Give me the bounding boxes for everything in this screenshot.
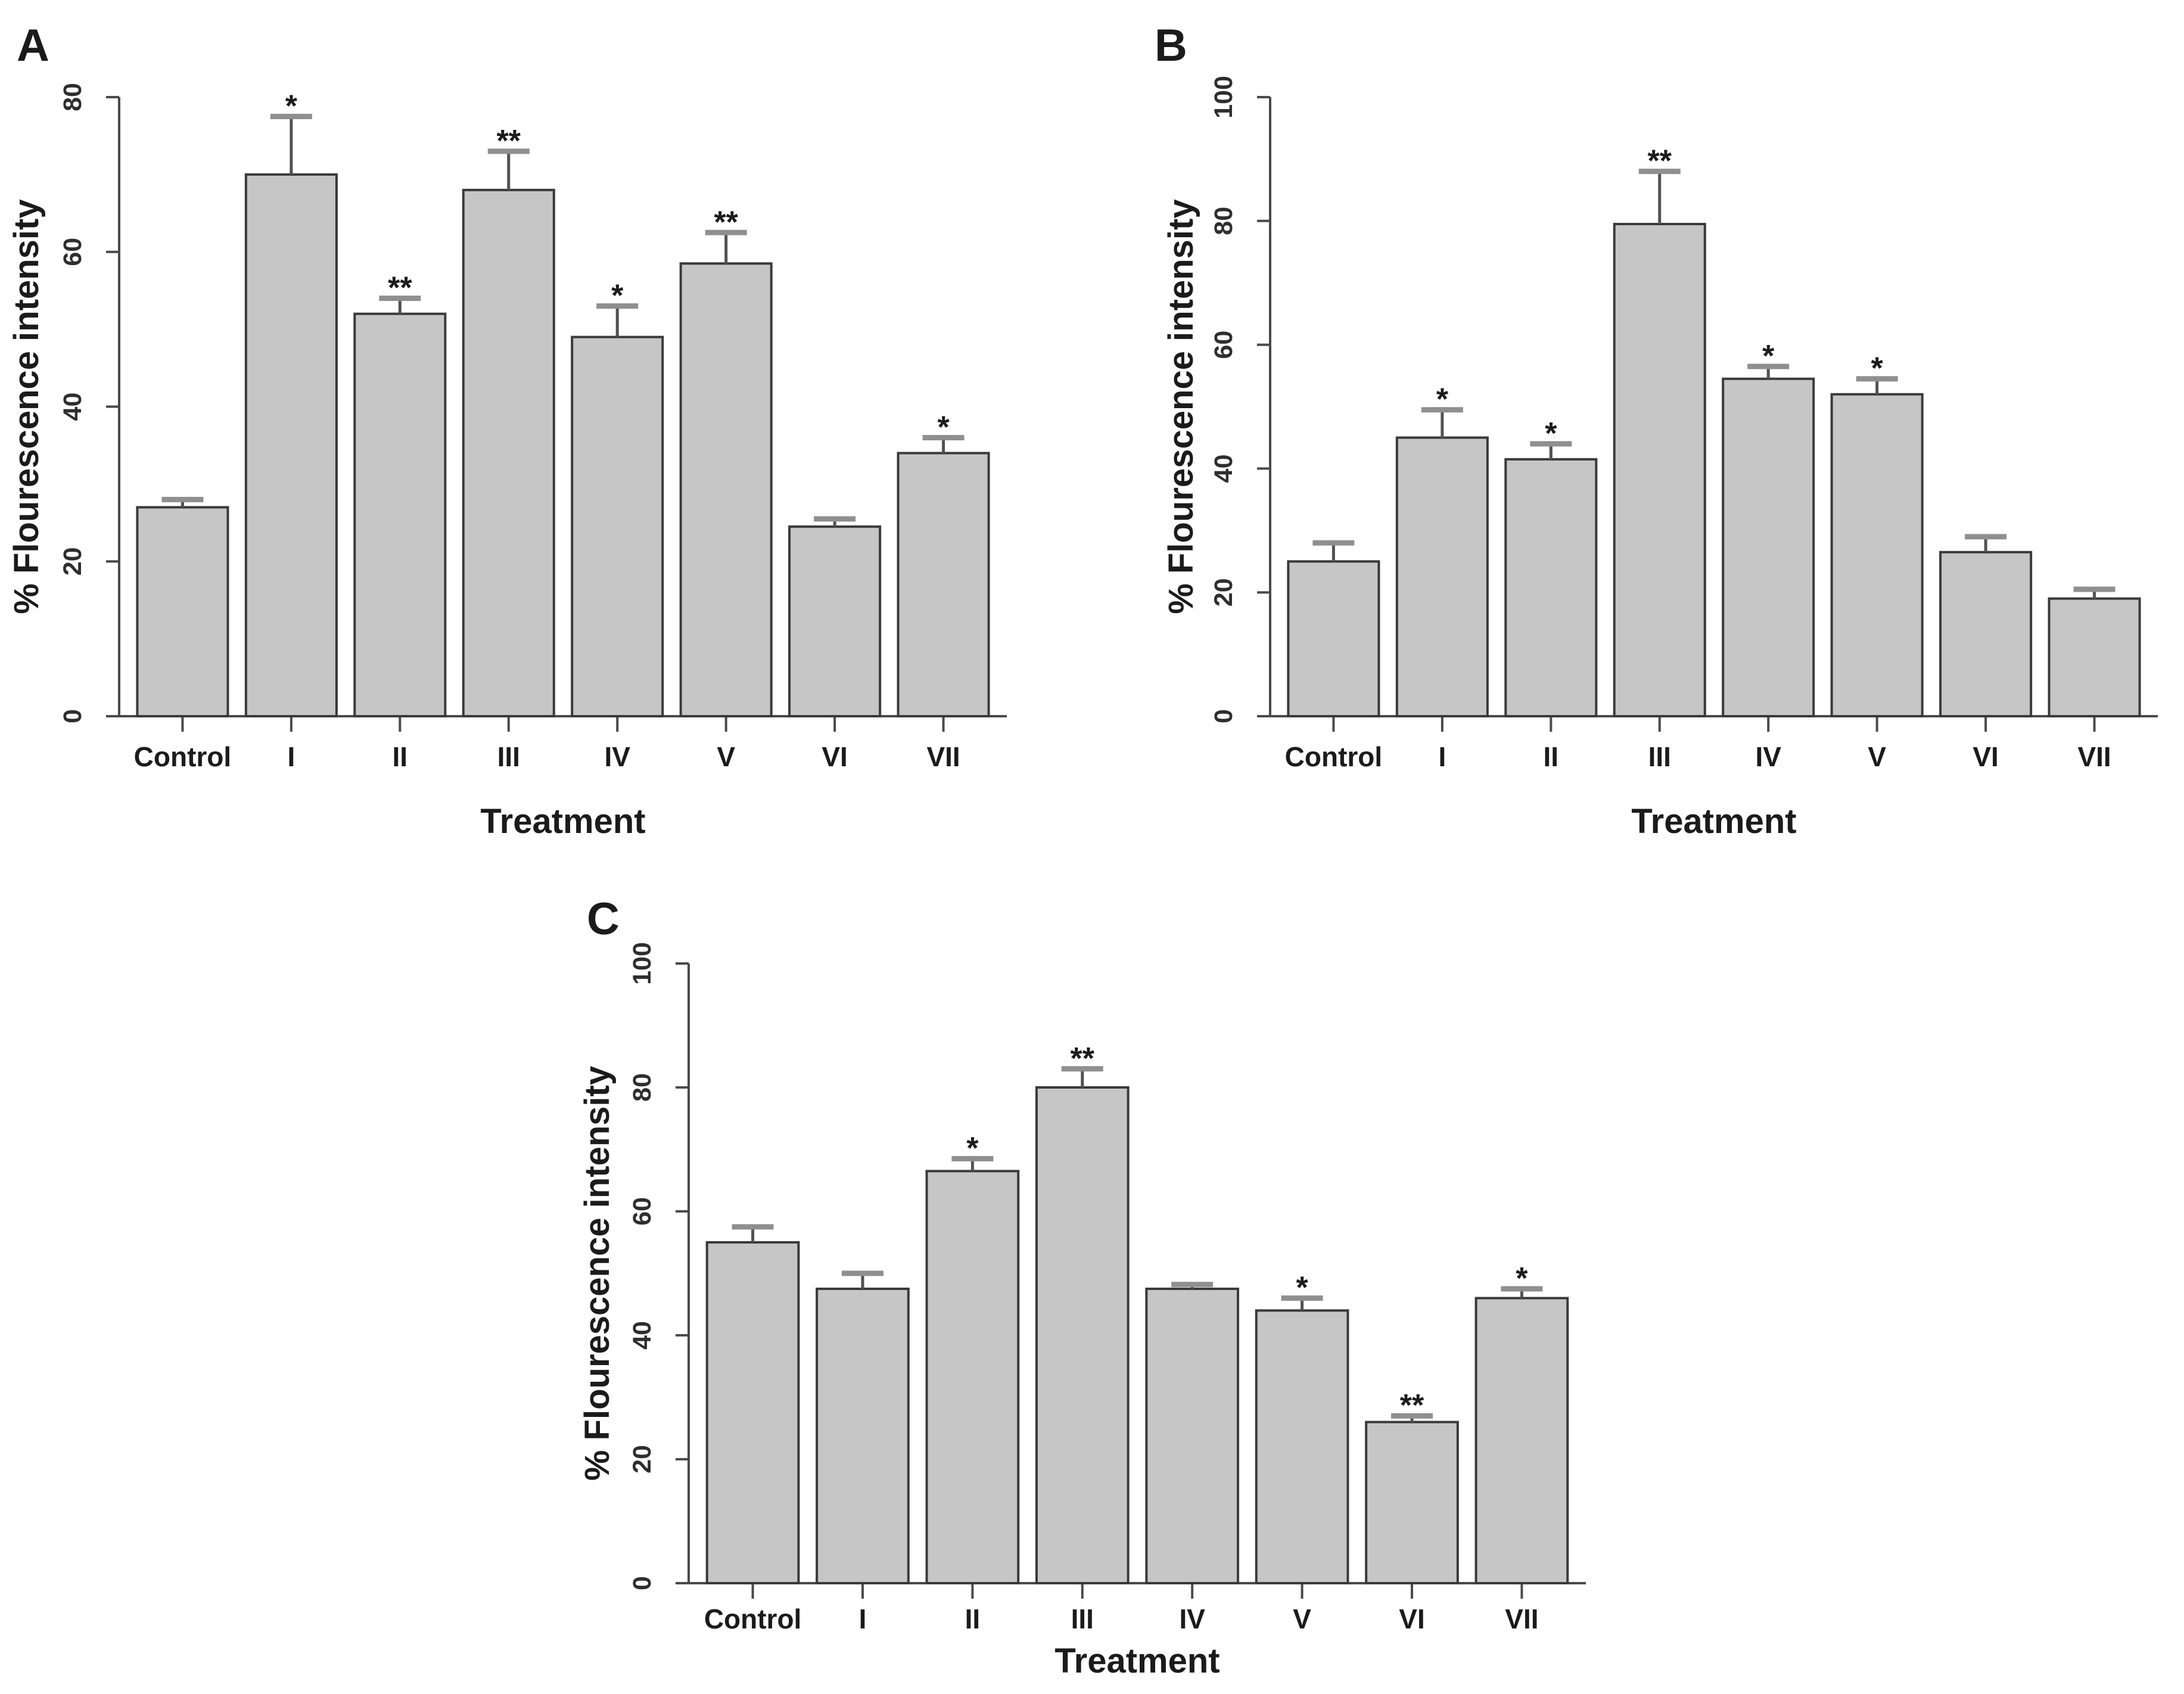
x-axis-title: Treatment — [1054, 1642, 1219, 1680]
significance-marker: * — [1545, 416, 1557, 451]
x-category-label: II — [1544, 741, 1559, 772]
bar — [679, 262, 773, 717]
bar — [925, 1170, 1020, 1584]
y-tick-label: 60 — [58, 238, 87, 266]
x-category-label: IV — [1179, 1603, 1205, 1634]
y-tick-label: 80 — [1209, 207, 1238, 235]
y-tick-label: 100 — [1209, 76, 1238, 119]
y-tick-label: 20 — [1209, 578, 1238, 607]
x-category-label: VI — [822, 741, 847, 772]
y-tick-label: 0 — [628, 1576, 657, 1590]
significance-marker: ** — [714, 205, 738, 240]
x-category-label: II — [393, 741, 408, 772]
bar — [1365, 1421, 1459, 1585]
bar — [1395, 436, 1489, 717]
x-category-label: III — [1071, 1603, 1094, 1634]
x-category-label: III — [1648, 741, 1671, 772]
bar — [2048, 597, 2141, 718]
panel-letter: A — [17, 20, 49, 71]
x-category-label: VI — [1973, 741, 1998, 772]
significance-marker: * — [611, 279, 624, 313]
bar — [1145, 1288, 1240, 1584]
bar — [788, 525, 882, 718]
x-category-label: V — [1868, 741, 1886, 772]
x-category-label: VI — [1399, 1603, 1424, 1634]
x-category-label: IV — [604, 741, 630, 772]
bar — [1830, 393, 1924, 717]
x-axis-title: Treatment — [480, 802, 645, 841]
x-category-label: VII — [1505, 1603, 1538, 1634]
y-tick-label: 60 — [628, 1197, 657, 1226]
bar — [462, 188, 555, 718]
x-category-label: VII — [926, 741, 960, 772]
bar — [705, 1241, 800, 1584]
significance-marker: * — [1762, 339, 1775, 374]
significance-marker: * — [1871, 352, 1884, 386]
bar — [1613, 222, 1706, 717]
x-category-label: I — [859, 1603, 867, 1634]
bar — [1035, 1086, 1130, 1584]
significance-marker: * — [1516, 1261, 1528, 1296]
x-category-label: IV — [1755, 741, 1781, 772]
x-category-label: V — [717, 741, 735, 772]
y-tick-label: 0 — [58, 709, 87, 723]
x-category-label: II — [965, 1603, 981, 1634]
bar — [1255, 1309, 1349, 1584]
significance-marker: ** — [388, 271, 412, 306]
bar — [353, 312, 447, 717]
x-category-label: I — [287, 741, 295, 772]
panel-A: A 0 20 40 60 80 % Flourescence intensity Contro… — [7, 20, 1007, 841]
x-category-label: III — [497, 741, 520, 772]
bar — [136, 506, 229, 718]
significance-marker: * — [1296, 1271, 1308, 1306]
significance-marker: ** — [1071, 1042, 1095, 1076]
bar — [571, 335, 664, 717]
x-axis-title: Treatment — [1631, 802, 1796, 841]
y-axis-title: % Flourescence intensity — [1162, 199, 1200, 614]
x-category-label: VII — [2077, 741, 2111, 772]
bar — [1722, 377, 1815, 717]
y-tick-label: 40 — [628, 1321, 657, 1350]
y-tick-label: 40 — [1209, 454, 1238, 483]
significance-marker: * — [1436, 383, 1449, 417]
panel-letter: B — [1155, 20, 1187, 71]
x-category-label: Control — [704, 1603, 802, 1634]
x-category-label: Control — [1285, 741, 1383, 772]
significance-marker: * — [937, 410, 950, 445]
bar — [244, 173, 338, 717]
y-tick-label: 80 — [58, 83, 87, 111]
y-tick-label: 80 — [628, 1073, 657, 1102]
y-tick-label: 0 — [1209, 709, 1238, 723]
y-axis-title: % Flourescence intensity — [578, 1066, 617, 1481]
panel-C: C 0 20 40 60 80 100 % Flourescence intensity Con… — [578, 894, 1586, 1680]
panel-letter: C — [587, 894, 620, 944]
bar — [1504, 458, 1598, 717]
y-tick-label: 20 — [628, 1445, 657, 1474]
significance-marker: * — [285, 89, 298, 123]
y-tick-label: 40 — [58, 393, 87, 421]
x-category-label: V — [1293, 1603, 1311, 1634]
bar — [897, 452, 990, 717]
significance-marker: ** — [1400, 1388, 1424, 1423]
x-category-label: Control — [134, 741, 232, 772]
significance-marker: ** — [497, 124, 521, 158]
bar — [1287, 560, 1380, 717]
x-category-label: I — [1438, 741, 1446, 772]
y-tick-label: 60 — [1209, 331, 1238, 359]
y-tick-label: 20 — [58, 547, 87, 576]
y-axis-title: % Flourescence intensity — [7, 199, 46, 614]
y-tick-label: 100 — [628, 942, 657, 985]
significance-marker: ** — [1648, 144, 1672, 179]
bar — [816, 1288, 910, 1584]
bar — [1939, 551, 2033, 717]
bar — [1474, 1297, 1569, 1585]
significance-marker: * — [966, 1132, 979, 1166]
panel-B: B 0 20 40 60 80 100 % Flourescence intensity Con… — [1155, 20, 2158, 841]
